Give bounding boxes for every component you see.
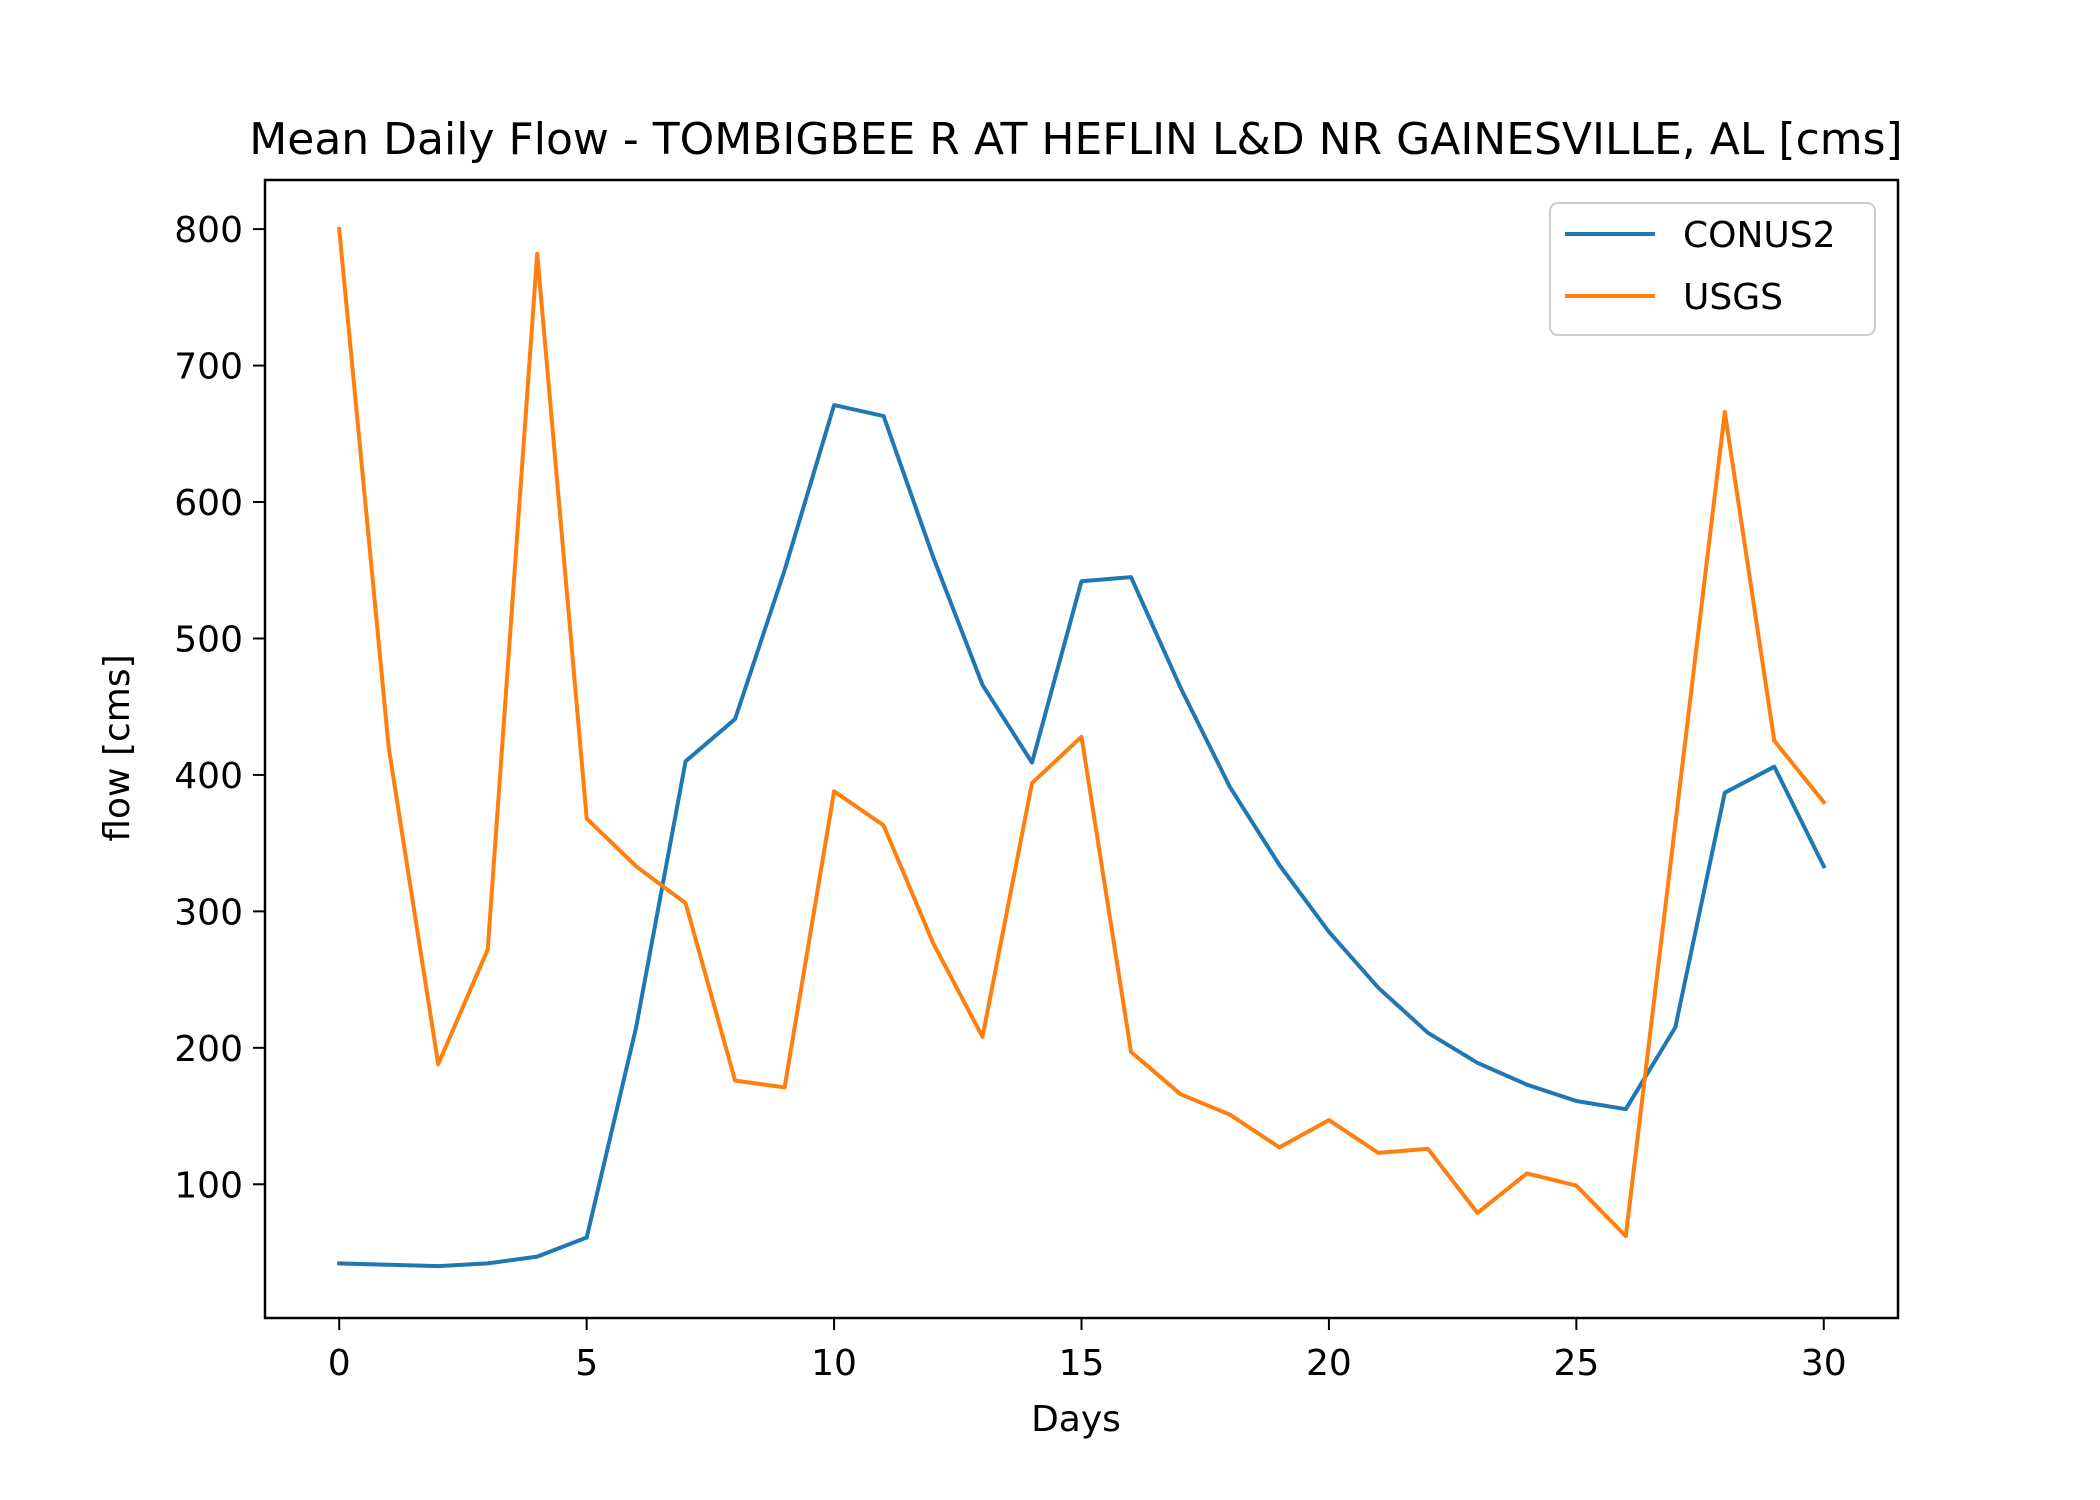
y-tick-label: 600 — [174, 483, 243, 524]
legend-label-usgs: USGS — [1683, 277, 1783, 318]
x-axis-label: Days — [1031, 1399, 1121, 1440]
y-tick-label: 500 — [174, 619, 243, 660]
chart-title: Mean Daily Flow - TOMBIGBEE R AT HEFLIN … — [249, 114, 1902, 165]
y-axis: 100 200 300 400 500 600 700 800 — [174, 210, 265, 1206]
x-tick-label: 0 — [328, 1343, 351, 1384]
y-tick-label: 700 — [174, 347, 243, 388]
y-tick-label: 800 — [174, 210, 243, 251]
y-tick-label: 100 — [174, 1165, 243, 1206]
x-tick-label: 5 — [575, 1343, 598, 1384]
legend: CONUS2 USGS — [1549, 202, 1876, 336]
x-axis: 0 5 10 15 20 25 30 — [328, 1318, 1847, 1384]
x-tick-label: 10 — [811, 1343, 857, 1384]
series-line-usgs — [337, 226, 1827, 1239]
y-tick-label: 200 — [174, 1029, 243, 1070]
y-tick-label: 400 — [174, 756, 243, 797]
x-tick-label: 20 — [1306, 1343, 1352, 1384]
x-tick-label: 30 — [1801, 1343, 1847, 1384]
series-line-conus2 — [337, 403, 1827, 1269]
y-axis-label: flow [cms] — [97, 654, 138, 841]
legend-label-conus2: CONUS2 — [1683, 215, 1836, 256]
x-tick-label: 15 — [1059, 1343, 1105, 1384]
x-tick-label: 25 — [1553, 1343, 1599, 1384]
y-tick-label: 300 — [174, 892, 243, 933]
